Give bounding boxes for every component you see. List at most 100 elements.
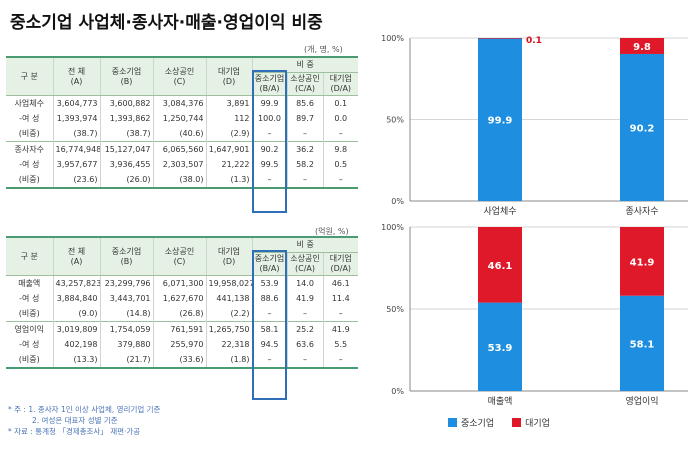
table-row: (비중) (38.7) (38.7) (40.6) (2.9) – – – [6,126,359,142]
table-row: 사업체수 3,604,773 3,600,882 3,084,376 3,891 99.9… [6,95,359,111]
table-cell: – [286,352,323,369]
column-header: 소상공인 (C/A) [286,72,323,96]
table-cell: 3,019,809 [52,321,100,337]
table-cell: 3,891 [205,95,252,111]
table-cell: 21,222 [205,157,252,172]
column-header: 대기업 (D/A) [322,72,359,96]
data-label: 99.9 [488,116,513,127]
column-header: 소상공인 (C) [152,236,206,276]
table-cell: 36.2 [286,141,323,157]
table-cell: 6,071,300 [152,275,206,291]
table-cell: (비중) [18,309,40,318]
table-cell: (21.7) [99,352,153,369]
table-cell: – [286,126,323,142]
data-label: 0.1 [526,36,542,46]
table-row: 매출액 43,257,823 23,299,796 6,071,300 19,958,0… [6,275,359,291]
bar-segment [478,38,522,202]
column-header: 전 체 (A) [52,56,100,96]
table-cell: 0.1 [322,95,359,111]
table-cell: 종사자수 [6,141,53,157]
column-header: 전 체 (A) [52,236,100,276]
group-header: 비 중 [251,56,359,73]
table-cell: 16,774,948 [52,141,100,157]
y-tick-label: 50% [386,116,404,125]
table-row: -여 성 402,198 379,880 255,970 22,318 94.5 63.6 5… [6,337,359,352]
x-tick-label: 영업이익 [625,395,658,407]
table-cell: 761,591 [152,321,206,337]
x-tick-label: 사업체수 [483,206,516,217]
data-label: 41.9 [630,257,655,268]
table-cell: 43,257,823 [52,275,100,291]
table-row: -여 성 3,884,840 3,443,701 1,627,670 441,138 88… [6,291,359,306]
y-tick-label: 100% [381,34,404,43]
table-cell: (33.6) [152,352,206,369]
table-cell: (1.3) [205,172,252,189]
table1-unit: (개, 명, %) [304,45,343,54]
table-cell: 19,958,027 [205,275,252,291]
table-cell: 85.6 [286,95,323,111]
table-cell: 15,127,047 [99,141,153,157]
table-cell: 3,957,677 [52,157,100,172]
bar-segment [478,38,522,39]
x-tick-label: 종사자수 [625,206,658,217]
note-line: * 주 : 1. 종사자 1인 이상 사업체, 영리기업 기준 [8,405,161,414]
table-cell: (38.0) [152,172,206,189]
table-cell: – [322,172,359,189]
table-cell: 41.9 [322,321,359,337]
group-header: 비 중 [251,236,359,253]
table-cell: (1.8) [205,352,252,369]
table-row: (비중) (9.0) (14.8) (26.8) (2.2) – – – [6,306,359,322]
table-cell: 3,604,773 [52,95,100,111]
column-header: 대기업 (D/A) [322,252,359,276]
bar-segment [620,53,664,201]
table-cell: 46.1 [322,275,359,291]
table-cell: 89.7 [286,111,323,126]
table-cell: 11.4 [322,291,359,306]
column-header: 중소기업 (B) [99,236,153,276]
table-cell: 매출액 [18,279,41,288]
column-header: 중소기업 (B/A) [251,72,287,96]
data-label: 58.1 [630,339,655,350]
table-cell: 영업이익 [6,321,53,337]
table-cell: 0.0 [322,111,359,126]
x-tick-label: 매출액 [488,395,513,407]
column-header: 중소기업 (B/A) [251,252,287,276]
table-cell: 14.0 [286,275,323,291]
column-header: 대기업 (D) [205,236,252,276]
table-cell: (23.6) [52,172,100,189]
table-cell: 사업체수 [14,99,44,108]
table-cell: 255,970 [152,337,206,352]
bar-segment [478,227,522,303]
table-cell: – [286,306,323,322]
table-cell: -여 성 [19,340,40,349]
table-cell: (2.9) [205,126,252,142]
table-cell: (2.2) [205,306,252,322]
bar-segment [620,38,664,54]
data-label: 90.2 [630,123,655,134]
table-cell: (비중) [6,352,53,369]
legend-swatch-large [512,418,522,427]
table-cell: (26.0) [99,172,153,189]
table-cell: 23,299,796 [99,275,153,291]
column-header: 소상공인 (C) [152,56,206,96]
table-cell: (26.8) [152,306,206,322]
table2-unit: (억원, %) [315,227,349,236]
table-cell: 1,265,750 [205,321,252,337]
table-cell: 41.9 [286,291,323,306]
column-header: 중소기업 (B) [99,56,153,96]
note-line: 2. 여성은 대표자 성별 기준 [32,416,118,425]
legend-label-large: 대기업 [525,419,550,429]
table-row: -여 성 3,957,677 3,936,455 2,303,507 21,222 99.… [6,157,359,172]
bar-segment [478,302,522,391]
table-cell: 25.2 [286,321,323,337]
table-cell: (비중) [6,172,53,189]
bar-segment [620,295,664,391]
footnotes: * 주 : 1. 종사자 1인 이상 사업체, 영리기업 기준 2. 여성은 대… [8,404,160,437]
legend-label-sme: 중소기업 [461,419,495,429]
y-tick-label: 100% [381,223,404,232]
table-cell: 1,754,059 [99,321,153,337]
data-label: 46.1 [488,261,513,272]
table-cell: 1,250,744 [152,111,206,126]
table-cell: 1,393,974 [52,111,100,126]
